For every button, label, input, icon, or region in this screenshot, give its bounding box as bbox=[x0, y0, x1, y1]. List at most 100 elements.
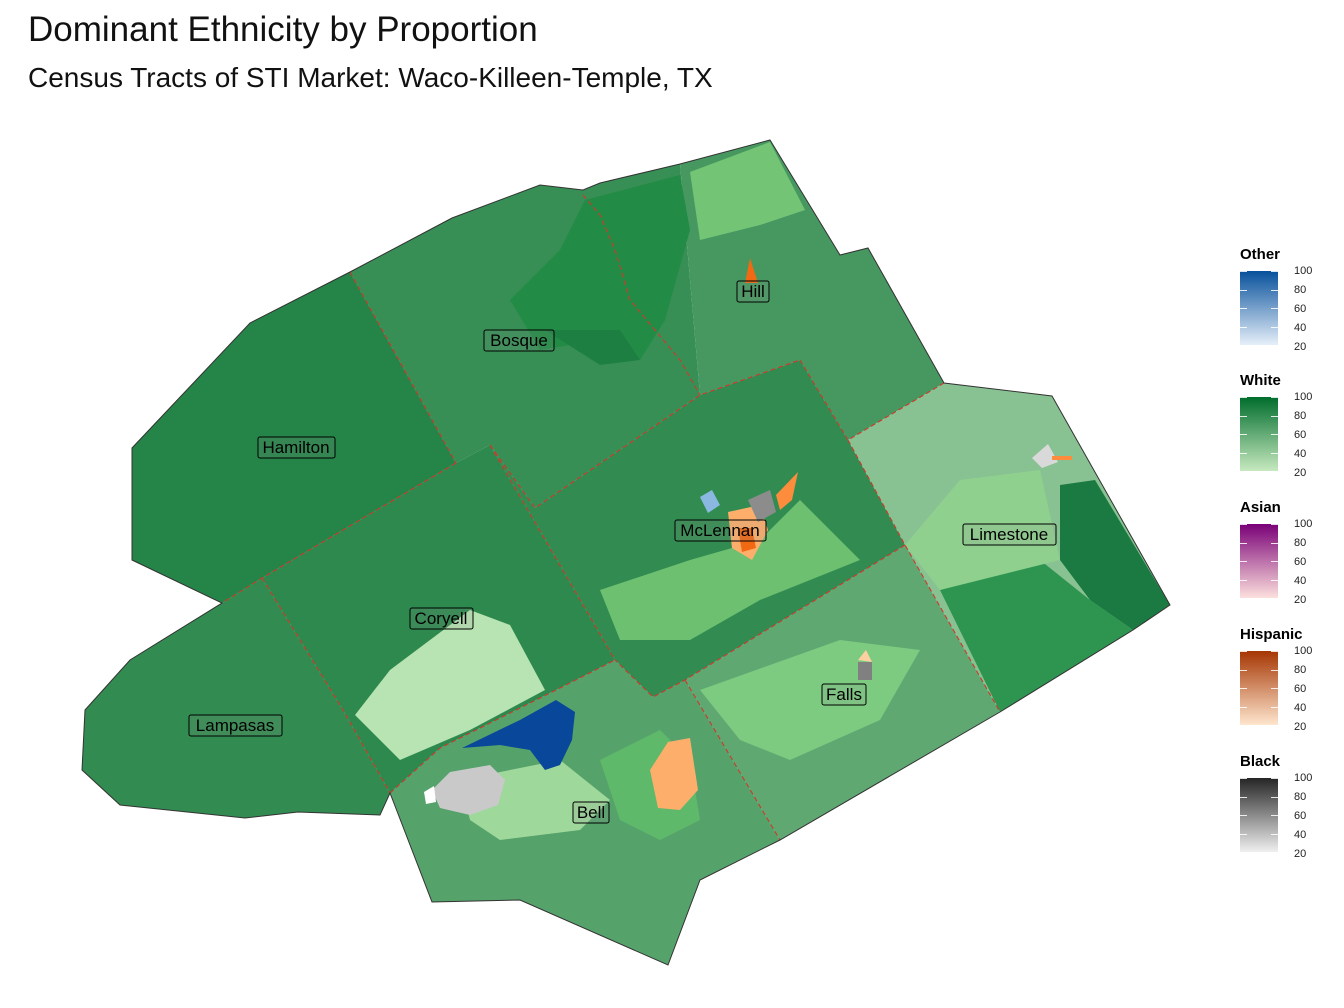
tract-mclennan-light bbox=[600, 500, 860, 640]
legend-tick: 60 bbox=[1294, 683, 1307, 695]
label-box bbox=[257, 436, 336, 459]
county-label-text: Falls bbox=[826, 685, 862, 704]
legend-body: 100 80 60 40 20 bbox=[1240, 645, 1330, 733]
legend-tick: 100 bbox=[1294, 518, 1313, 530]
legend-body: 100 80 60 40 20 bbox=[1240, 265, 1330, 353]
legend-tick: 80 bbox=[1294, 537, 1307, 549]
legend-body: 100 80 60 40 20 bbox=[1240, 772, 1330, 860]
legend-tick: 40 bbox=[1294, 829, 1307, 841]
label-box bbox=[821, 683, 867, 706]
tract-hispanic-hillsboro bbox=[745, 258, 758, 283]
legend-gradient-bar bbox=[1240, 271, 1278, 346]
boundary-hamilton-bosque bbox=[349, 271, 457, 464]
tract-limestone-dark bbox=[1060, 480, 1170, 630]
county-label-mclennan: McLennan bbox=[674, 519, 767, 542]
legend-tick: 40 bbox=[1294, 322, 1307, 334]
county-label-hamilton: Hamilton bbox=[257, 436, 336, 459]
legend-tick: 100 bbox=[1294, 645, 1313, 657]
legend-tick: 20 bbox=[1294, 848, 1307, 860]
label-box bbox=[736, 280, 770, 303]
tract-black-waco bbox=[748, 490, 776, 522]
county-boundaries bbox=[221, 194, 1001, 841]
legend-tick: 80 bbox=[1294, 791, 1307, 803]
legend-tick: 80 bbox=[1294, 410, 1307, 422]
legend-gradient-bar bbox=[1240, 778, 1278, 853]
county-label-text: Hamilton bbox=[262, 438, 329, 457]
legend-asian: Asian 100 80 60 40 20 bbox=[1240, 499, 1330, 606]
county-label-lampasas: Lampasas bbox=[188, 714, 283, 737]
tract-hispanic-temple bbox=[650, 738, 698, 810]
county-label-text: McLennan bbox=[680, 521, 759, 540]
legend-gradient-bar bbox=[1240, 651, 1278, 726]
boundary-mclennan-falls bbox=[614, 544, 906, 698]
ethnicity-tracts bbox=[424, 258, 1072, 815]
tract-limestone-mid bbox=[940, 560, 1133, 712]
legend-tick: 40 bbox=[1294, 448, 1307, 460]
legend-title: White bbox=[1240, 372, 1281, 389]
legend-title: Asian bbox=[1240, 499, 1281, 516]
tract-white-killeen bbox=[424, 786, 436, 804]
legend-tick: 60 bbox=[1294, 429, 1307, 441]
county-label-coryell: Coryell bbox=[409, 607, 474, 630]
label-box bbox=[674, 519, 767, 542]
county-label-bell: Bell bbox=[572, 801, 610, 824]
tract-other-forthood bbox=[462, 700, 575, 770]
legend-tick: 100 bbox=[1294, 265, 1313, 277]
legend-gradient-bar bbox=[1240, 524, 1278, 599]
county-label-limestone: Limestone bbox=[962, 523, 1057, 546]
tract-hispanic-waco2 bbox=[738, 528, 756, 552]
page-subtitle: Census Tracts of STI Market: Waco-Killee… bbox=[28, 62, 713, 93]
boundary-coryell-lampasas bbox=[261, 577, 391, 794]
tract-hispanic-mexia bbox=[1052, 456, 1072, 460]
boundary-mclennan-coryell bbox=[489, 444, 616, 661]
legend-tick: 60 bbox=[1294, 556, 1307, 568]
legend-title: Black bbox=[1240, 753, 1281, 770]
tract-hill-light bbox=[690, 142, 805, 240]
label-box bbox=[483, 329, 555, 352]
legend-gradient-bar bbox=[1240, 397, 1278, 472]
tract-bosque-dark bbox=[510, 175, 690, 360]
legend-tick: 20 bbox=[1294, 721, 1307, 733]
county-label-text: Lampasas bbox=[196, 716, 274, 735]
county-label-text: Bell bbox=[577, 803, 605, 822]
boundary-bosque-mclennan bbox=[489, 359, 801, 509]
county-label-text: Coryell bbox=[415, 609, 468, 628]
county-label-hill: Hill bbox=[736, 280, 770, 303]
legend-black: Black 100 80 60 40 20 bbox=[1240, 753, 1330, 860]
legend-tick: 100 bbox=[1294, 772, 1313, 784]
legend-tick: 60 bbox=[1294, 810, 1307, 822]
legend-tick: 20 bbox=[1294, 467, 1307, 479]
county-lampasas bbox=[82, 578, 390, 818]
legend-hispanic: Hispanic 100 80 60 40 20 bbox=[1240, 626, 1330, 733]
legend-tick: 40 bbox=[1294, 575, 1307, 587]
page-title: Dominant Ethnicity by Proportion bbox=[28, 10, 538, 49]
county-label-text: Limestone bbox=[970, 525, 1048, 544]
label-box bbox=[962, 523, 1057, 546]
legend-tick: 40 bbox=[1294, 702, 1307, 714]
tract-black-killeen bbox=[432, 765, 505, 815]
county-label-text: Bosque bbox=[490, 331, 548, 350]
legend-tick: 20 bbox=[1294, 341, 1307, 353]
market-outline bbox=[81, 139, 1171, 966]
county-label-text: Hill bbox=[741, 282, 765, 301]
county-coryell bbox=[262, 445, 615, 793]
tract-black-mexia bbox=[1032, 444, 1058, 468]
legend-body: 100 80 60 40 20 bbox=[1240, 518, 1330, 606]
boundary-coryell-bell bbox=[389, 659, 616, 794]
legend-tick: 100 bbox=[1294, 391, 1313, 403]
tract-hispanic-waco3 bbox=[776, 472, 798, 510]
boundary-falls-bell bbox=[684, 679, 781, 841]
boundary-bosque-hill bbox=[582, 194, 701, 396]
label-box bbox=[409, 607, 474, 630]
legend-tick: 60 bbox=[1294, 303, 1307, 315]
label-box bbox=[188, 714, 283, 737]
legend-tick: 20 bbox=[1294, 594, 1307, 606]
county-label-bosque: Bosque bbox=[483, 329, 555, 352]
tract-other-waco bbox=[700, 490, 720, 513]
legend-other: Other 100 80 60 40 20 bbox=[1240, 246, 1330, 353]
county-labels: Hamilton Bosque Hill McLennan Limestone … bbox=[188, 280, 1057, 824]
legend-body: 100 80 60 40 20 bbox=[1240, 391, 1330, 479]
legend-white: White 100 80 60 40 20 bbox=[1240, 372, 1330, 479]
tract-coryell-light bbox=[355, 610, 545, 760]
